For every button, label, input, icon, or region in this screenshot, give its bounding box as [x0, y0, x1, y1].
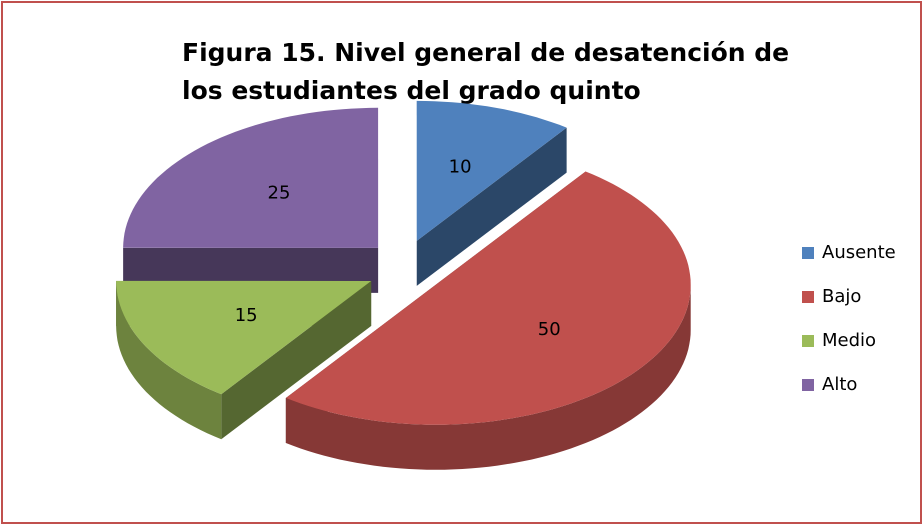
legend-label: Medio: [822, 330, 876, 351]
slice-wall: [116, 280, 222, 440]
slice: [416, 100, 567, 241]
legend-swatch: [802, 291, 814, 303]
chart-title: Figura 15. Nivel general de desatención …: [182, 38, 790, 105]
legend-swatch: [802, 379, 814, 391]
slice-wall: [285, 284, 691, 470]
slice: [116, 280, 372, 395]
slice-side: [416, 127, 567, 286]
legend-label: Bajo: [822, 286, 861, 307]
legend-swatch: [802, 247, 814, 259]
data-label: 50: [538, 319, 561, 340]
legend-swatch: [802, 335, 814, 347]
slice: [285, 171, 691, 425]
data-label: 15: [235, 305, 258, 326]
legend-label: Alto: [822, 374, 857, 395]
data-label: 10: [449, 157, 472, 178]
slice: [123, 107, 379, 248]
legend-label: Ausente: [822, 242, 896, 263]
data-label: 25: [268, 182, 291, 203]
